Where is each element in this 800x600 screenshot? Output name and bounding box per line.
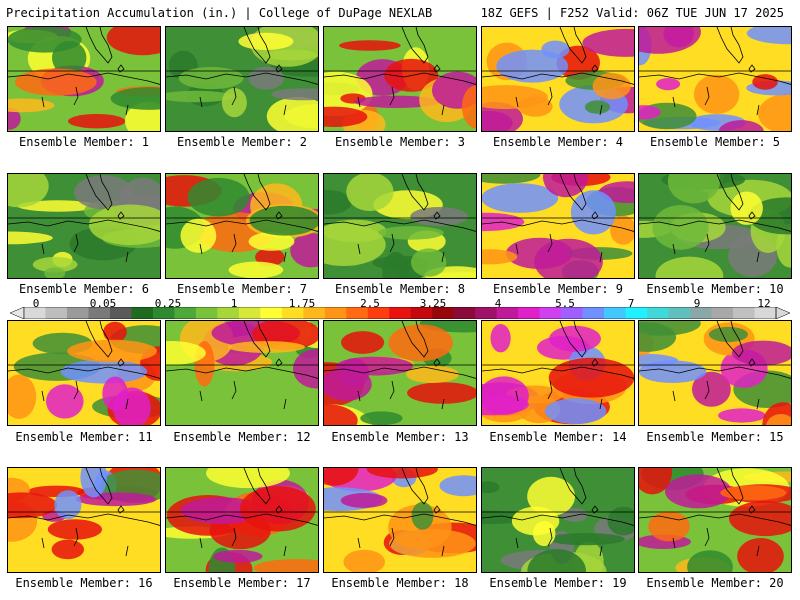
ensemble-member-label: Ensemble Member: 14 <box>489 430 627 444</box>
ensemble-member-label: Ensemble Member: 3 <box>334 135 466 149</box>
ensemble-member-label: Ensemble Member: 13 <box>331 430 469 444</box>
colorbar-tick-label: 1.75 <box>288 297 316 310</box>
ensemble-member-13-map <box>323 320 477 426</box>
colorbar-tick-label: 12 <box>757 297 771 310</box>
colorbar-tick-label: 0.25 <box>154 297 182 310</box>
ensemble-member-label: Ensemble Member: 2 <box>176 135 308 149</box>
ensemble-member-5-map <box>638 26 792 132</box>
ensemble-member-17-map <box>165 467 319 573</box>
ensemble-member-4-map <box>481 26 635 132</box>
ensemble-member-14-map <box>481 320 635 426</box>
colorbar-tick-label: 0.05 <box>89 297 117 310</box>
colorbar-tick-label: 7 <box>627 297 635 310</box>
ensemble-member-label: Ensemble Member: 5 <box>649 135 781 149</box>
colorbar-tick-label: 4 <box>494 297 502 310</box>
ensemble-member-label: Ensemble Member: 16 <box>15 576 153 590</box>
ensemble-member-label: Ensemble Member: 4 <box>492 135 624 149</box>
ensemble-member-10-map <box>638 173 792 279</box>
ensemble-member-16-map <box>7 467 161 573</box>
ensemble-member-label: Ensemble Member: 17 <box>173 576 311 590</box>
ensemble-member-label: Ensemble Member: 18 <box>331 576 469 590</box>
ensemble-member-6-map <box>7 173 161 279</box>
ensemble-member-label: Ensemble Member: 15 <box>646 430 784 444</box>
ensemble-member-label: Ensemble Member: 1 <box>18 135 150 149</box>
colorbar-tick-label: 9 <box>693 297 701 310</box>
colorbar-tick-label: 0 <box>32 297 40 310</box>
ensemble-member-11-map <box>7 320 161 426</box>
ensemble-member-label: Ensemble Member: 20 <box>646 576 784 590</box>
ensemble-member-label: Ensemble Member: 6 <box>18 282 150 296</box>
colorbar <box>10 307 790 319</box>
ensemble-member-20-map <box>638 467 792 573</box>
ensemble-member-19-map <box>481 467 635 573</box>
ensemble-member-1-map <box>7 26 161 132</box>
ensemble-member-18-map <box>323 467 477 573</box>
ensemble-member-label: Ensemble Member: 11 <box>15 430 153 444</box>
ensemble-member-7-map <box>165 173 319 279</box>
ensemble-member-3-map <box>323 26 477 132</box>
ensemble-member-label: Ensemble Member: 10 <box>646 282 784 296</box>
colorbar-tick-label: 2.5 <box>360 297 380 310</box>
colorbar-tick-label: 1 <box>230 297 238 310</box>
ensemble-member-8-map <box>323 173 477 279</box>
ensemble-member-9-map <box>481 173 635 279</box>
colorbar-tick-label: 3.25 <box>419 297 447 310</box>
ensemble-member-label: Ensemble Member: 19 <box>489 576 627 590</box>
colorbar-tick-label: 5.5 <box>555 297 575 310</box>
title-right: 18Z GEFS | F252 Valid: 06Z TUE JUN 17 20… <box>480 6 784 20</box>
ensemble-member-label: Ensemble Member: 8 <box>334 282 466 296</box>
ensemble-member-label: Ensemble Member: 12 <box>173 430 311 444</box>
ensemble-member-15-map <box>638 320 792 426</box>
ensemble-member-label: Ensemble Member: 9 <box>492 282 624 296</box>
ensemble-member-12-map <box>165 320 319 426</box>
ensemble-member-label: Ensemble Member: 7 <box>176 282 308 296</box>
ensemble-member-2-map <box>165 26 319 132</box>
title-left: Precipitation Accumulation (in.) | Colle… <box>6 6 433 20</box>
